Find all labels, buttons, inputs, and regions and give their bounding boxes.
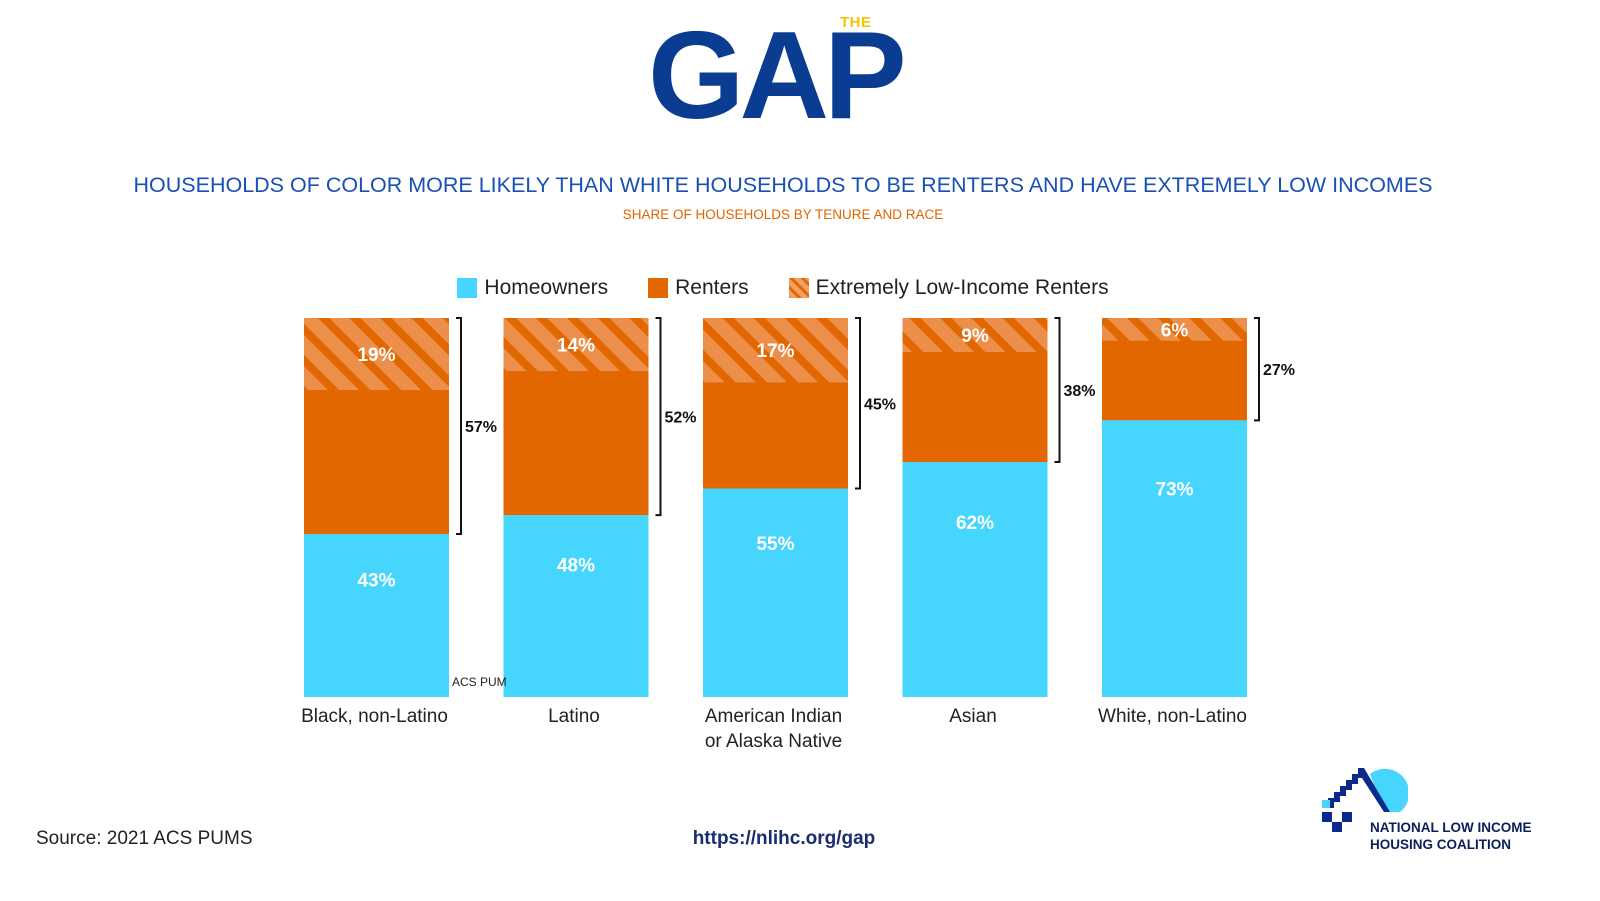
bar-homeowners-black-non-latino <box>304 534 449 697</box>
legend-swatch-homeowners <box>457 278 478 298</box>
bracket-renters-black-non-latino <box>456 317 462 536</box>
bar-homeowners-latino <box>503 515 649 697</box>
legend-label-eli-renters: Extremely Low-Income Renters <box>815 276 1109 299</box>
logo-word: GAP <box>648 7 907 145</box>
bar-eli-renters-black-non-latino <box>304 318 449 391</box>
category-label-latino: Latino <box>548 706 600 727</box>
label-homeowners-latino: 48% <box>557 555 595 576</box>
legend-swatch-renters <box>648 278 669 298</box>
label-renters-total-black-non-latino: 57% <box>465 419 497 436</box>
category-label-white-non-latino: White, non-Latino <box>1098 706 1247 727</box>
label-eli-latino: 14% <box>557 336 595 357</box>
stray-source-label: ACS PUM <box>452 675 507 689</box>
chart-title: HOUSEHOLDS OF COLOR MORE LIKELY THAN WHI… <box>133 173 1433 197</box>
gap-url-link[interactable]: https://nlihc.org/gap <box>692 828 876 849</box>
label-renters-total-white-non-latino: 27% <box>1263 362 1295 379</box>
house-logo-icon <box>1322 768 1408 832</box>
source-note: Source: 2021 ACS PUMS <box>36 828 253 849</box>
bracket-renters-latino <box>655 317 662 517</box>
chart-subtitle: SHARE OF HOUSEHOLDS BY TENURE AND RACE <box>622 207 944 222</box>
logo-the-label: THE <box>840 14 872 31</box>
org-name: NATIONAL LOW INCOME HOUSING COALITION <box>1370 819 1532 853</box>
label-homeowners-asian: 62% <box>956 513 994 534</box>
legend-item-homeowners: Homeowners <box>457 276 608 300</box>
label-renters-total-latino: 52% <box>665 410 697 427</box>
label-eli-white-non-latino: 6% <box>1161 320 1189 341</box>
label-homeowners-american-indian-or-alaska-native: 55% <box>756 534 794 555</box>
org-name-line2: HOUSING COALITION <box>1370 837 1511 852</box>
category-label-asian: Asian <box>949 706 997 727</box>
category-label-american-indian-or-alaska-native: American Indian <box>705 706 842 727</box>
bracket-renters-american-indian-or-alaska-native <box>855 317 861 490</box>
category-label-black-non-latino: Black, non-Latino <box>301 706 448 727</box>
legend-label-renters: Renters <box>675 276 749 299</box>
label-eli-asian: 9% <box>961 326 989 347</box>
legend-label-homeowners: Homeowners <box>484 276 609 299</box>
label-eli-american-indian-or-alaska-native: 17% <box>756 341 794 362</box>
bar-eli-renters-white-non-latino <box>1102 318 1247 341</box>
bar-eli-renters-american-indian-or-alaska-native <box>703 318 848 383</box>
bar-homeowners-asian <box>902 462 1048 697</box>
label-homeowners-white-non-latino: 73% <box>1155 480 1193 501</box>
bar-eli-renters-latino <box>503 318 649 372</box>
legend-item-renters: Renters <box>648 276 749 300</box>
legend: Homeowners Renters Extremely Low-Income … <box>0 276 1566 300</box>
label-renters-total-asian: 38% <box>1064 383 1096 400</box>
bracket-renters-asian <box>1054 317 1061 464</box>
legend-item-eli-renters: Extremely Low-Income Renters <box>788 276 1109 300</box>
category-label-american-indian-or-alaska-native-line2: or Alaska Native <box>705 731 842 752</box>
bar-eli-renters-asian <box>902 318 1048 353</box>
bar-homeowners-american-indian-or-alaska-native <box>703 488 848 697</box>
bracket-renters-white-non-latino <box>1254 317 1260 422</box>
label-eli-black-non-latino: 19% <box>357 345 395 366</box>
org-name-line1: NATIONAL LOW INCOME <box>1370 820 1532 835</box>
label-homeowners-black-non-latino: 43% <box>357 571 395 592</box>
label-renters-total-american-indian-or-alaska-native: 45% <box>864 396 896 413</box>
bar-homeowners-white-non-latino <box>1102 420 1247 697</box>
legend-swatch-eli-renters <box>788 278 809 298</box>
